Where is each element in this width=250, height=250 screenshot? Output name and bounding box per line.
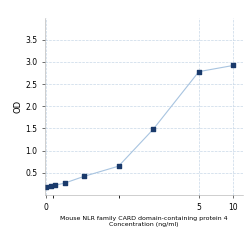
Point: [53, 183, 57, 187]
Y-axis label: OD: OD: [14, 100, 22, 113]
Point: [82, 174, 86, 178]
Point: [197, 70, 201, 74]
Point: [63, 181, 67, 185]
Point: [116, 164, 120, 168]
Point: [48, 184, 52, 188]
X-axis label: Mouse NLR family CARD domain-containing protein 4
Concentration (ng/ml): Mouse NLR family CARD domain-containing …: [60, 216, 228, 226]
Point: [44, 185, 48, 189]
Point: [232, 64, 235, 68]
Point: [151, 127, 155, 131]
